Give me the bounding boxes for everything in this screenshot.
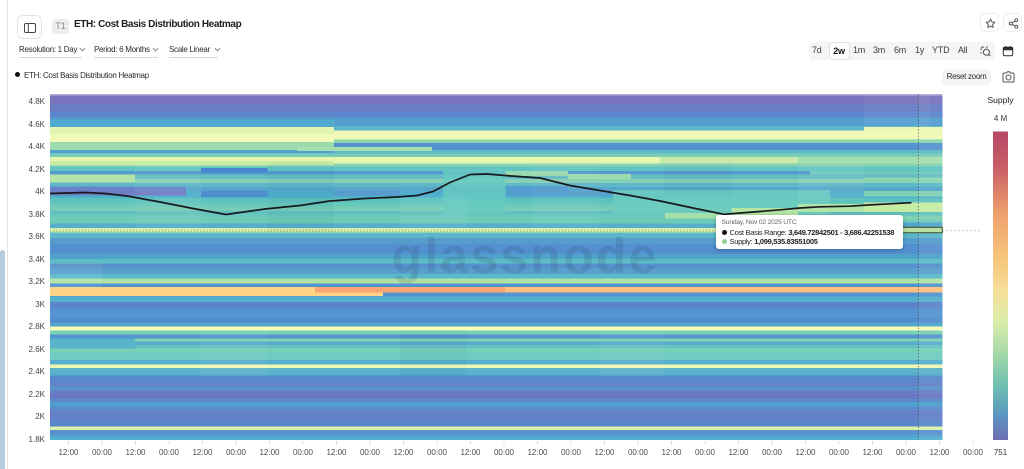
- svg-text:glassnode: glassnode: [391, 228, 658, 284]
